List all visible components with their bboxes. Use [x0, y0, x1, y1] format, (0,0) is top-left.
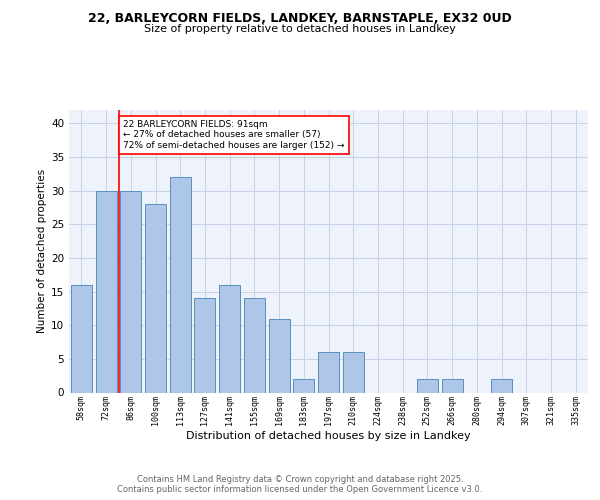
Bar	[219, 285, 240, 393]
Bar	[145, 204, 166, 392]
Bar	[244, 298, 265, 392]
Text: Contains HM Land Registry data © Crown copyright and database right 2025.
Contai: Contains HM Land Registry data © Crown c…	[118, 474, 482, 494]
Bar	[293, 379, 314, 392]
Bar	[442, 379, 463, 392]
Bar	[120, 190, 141, 392]
Bar	[417, 379, 438, 392]
X-axis label: Distribution of detached houses by size in Landkey: Distribution of detached houses by size …	[186, 431, 471, 441]
Bar	[269, 318, 290, 392]
Bar	[71, 285, 92, 393]
Bar	[194, 298, 215, 392]
Text: Size of property relative to detached houses in Landkey: Size of property relative to detached ho…	[144, 24, 456, 34]
Bar	[343, 352, 364, 393]
Text: 22, BARLEYCORN FIELDS, LANDKEY, BARNSTAPLE, EX32 0UD: 22, BARLEYCORN FIELDS, LANDKEY, BARNSTAP…	[88, 12, 512, 26]
Y-axis label: Number of detached properties: Number of detached properties	[37, 169, 47, 334]
Bar	[491, 379, 512, 392]
Bar	[318, 352, 339, 393]
Bar	[95, 190, 116, 392]
Bar	[170, 178, 191, 392]
Text: 22 BARLEYCORN FIELDS: 91sqm
← 27% of detached houses are smaller (57)
72% of sem: 22 BARLEYCORN FIELDS: 91sqm ← 27% of det…	[123, 120, 344, 150]
